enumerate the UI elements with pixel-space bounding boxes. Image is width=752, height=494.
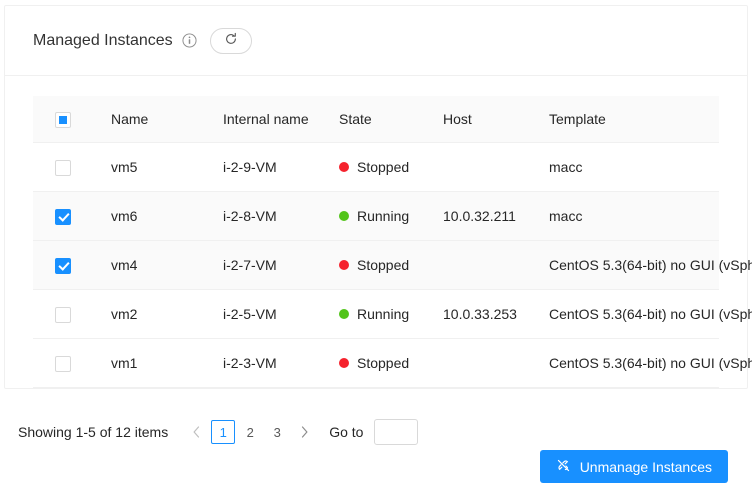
disconnect-icon [556,458,571,476]
cell-internal-name: i-2-3-VM [215,338,331,388]
page-button-3[interactable]: 3 [265,420,290,444]
status-dot-icon [339,309,349,319]
column-header-state[interactable]: State [331,96,435,143]
cell-state: Stopped [331,338,435,388]
cell-host [435,142,541,192]
column-header-internal-name[interactable]: Internal name [215,96,331,143]
card-header: Managed Instances [5,6,747,76]
column-header-template[interactable]: Template [541,96,719,143]
cell-name: vm6 [103,191,215,241]
state-indicator: Running [339,306,427,322]
refresh-button[interactable] [209,27,252,54]
cell-template: CentOS 5.3(64-bit) no GUI (vSphere) [541,240,752,290]
column-header-name[interactable]: Name [103,96,215,143]
row-checkbox[interactable] [55,306,71,323]
table-row[interactable]: vm4 i-2-7-VM Stopped CentOS 5.3(64-bit) no … [33,240,752,290]
row-select-cell [33,142,103,192]
state-indicator: Stopped [339,257,427,273]
goto-page-input[interactable] [374,419,419,445]
cell-state: Running [331,289,435,339]
cell-template: CentOS 5.3(64-bit) no GUI (vSphere) [541,289,752,339]
row-checkbox[interactable] [55,355,71,372]
cell-name: vm5 [103,142,215,192]
cell-name: vm2 [103,289,215,339]
status-badge: Running [357,306,410,322]
cell-internal-name: i-2-8-VM [215,191,331,241]
cell-host: 10.0.33.253 [435,289,541,339]
cell-internal-name: i-2-7-VM [215,240,331,290]
table-row[interactable]: vm2 i-2-5-VM Running 10.0.33.253 CentOS 5.3(… [33,289,752,339]
row-checkbox[interactable] [55,257,71,274]
instances-table: Name Internal name State Host Template v… [33,96,752,388]
status-badge: Stopped [357,355,410,371]
select-all-header [33,96,103,143]
chevron-left-icon[interactable] [184,420,208,444]
table-row[interactable]: vm1 i-2-3-VM Stopped CentOS 5.3(64-bit) no … [33,338,752,388]
cell-state: Running [331,191,435,241]
table-header-row: Name Internal name State Host Template [33,96,719,143]
managed-instances-card: Managed Instances [4,5,752,389]
cell-name: vm4 [103,240,215,290]
pagination-controls: 1 2 3 Go to [184,419,419,445]
row-checkbox[interactable] [55,208,71,225]
column-header-host[interactable]: Host [435,96,541,143]
status-dot-icon [339,260,349,270]
card-body: Name Internal name State Host Template v… [5,76,752,388]
cell-internal-name: i-2-5-VM [215,289,331,339]
unmanage-instances-button[interactable]: Unmanage Instances [539,450,728,483]
state-indicator: Running [339,208,427,224]
cell-template: macc [541,142,719,192]
row-select-cell [33,338,103,388]
cell-host [435,240,541,290]
table-row[interactable]: vm5 i-2-9-VM Stopped macc [33,142,719,192]
row-select-cell [33,191,103,241]
cell-name: vm1 [103,338,215,388]
table-row[interactable]: vm6 i-2-8-VM Running 10.0.32.211 macc [33,191,719,241]
status-dot-icon [339,358,349,368]
showing-count-text: Showing 1-5 of 12 items [18,424,169,440]
row-checkbox[interactable] [55,159,71,176]
table-body: vm5 i-2-9-VM Stopped macc vm6 i-2-8-VM Running… [33,142,752,388]
state-indicator: Stopped [339,355,427,371]
cell-state: Stopped [331,240,435,290]
cell-template: CentOS 5.3(64-bit) no GUI (vSphere) [541,338,752,388]
unmanage-instances-label: Unmanage Instances [579,458,712,475]
pagination-footer: Showing 1-5 of 12 items 1 2 3 Go to [0,417,752,447]
cell-host [435,338,541,388]
action-bar: Unmanage Instances [0,450,752,483]
cell-internal-name: i-2-9-VM [215,142,331,192]
refresh-icon [224,32,238,49]
row-select-cell [33,289,103,339]
page-button-2[interactable]: 2 [238,420,263,444]
cell-template: macc [541,191,719,241]
cell-state: Stopped [331,142,435,192]
select-all-checkbox[interactable] [55,111,71,128]
chevron-right-icon[interactable] [292,420,316,444]
state-indicator: Stopped [339,159,427,175]
status-dot-icon [339,162,349,172]
cell-host: 10.0.32.211 [435,191,541,241]
page-button-1[interactable]: 1 [211,420,236,444]
status-badge: Stopped [357,159,410,175]
row-select-cell [33,240,103,290]
status-badge: Stopped [357,257,410,273]
info-circle-icon[interactable] [182,33,198,49]
status-dot-icon [339,211,349,221]
goto-label: Go to [329,424,364,440]
page-title: Managed Instances [33,31,173,49]
status-badge: Running [357,208,410,224]
